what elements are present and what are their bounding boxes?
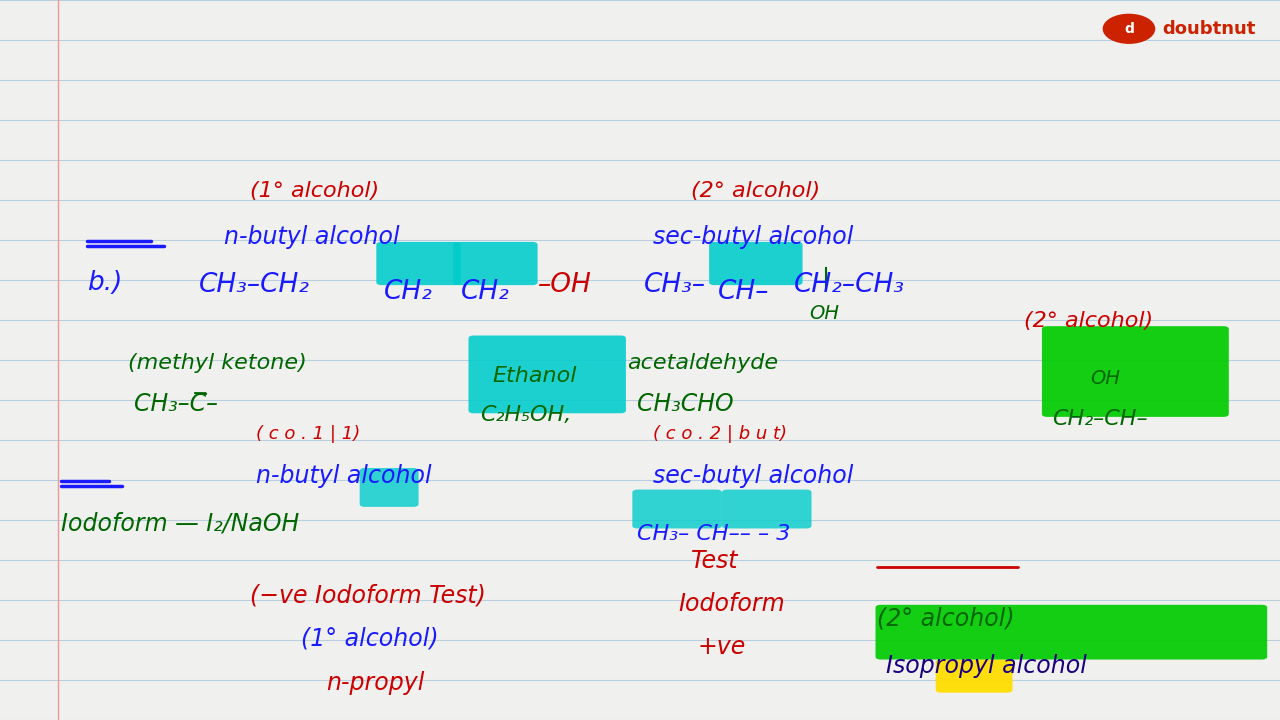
Text: CH–: CH–	[718, 279, 769, 305]
Text: CH₃–C̈̅–: CH₃–C̈̅–	[134, 392, 219, 416]
Text: Iodoform: Iodoform	[678, 592, 785, 616]
FancyBboxPatch shape	[709, 242, 803, 285]
Text: –OH: –OH	[538, 272, 591, 298]
FancyBboxPatch shape	[376, 242, 461, 285]
Text: CH₃–: CH₃–	[644, 272, 707, 298]
Text: Iodoform — I₂/NaOH: Iodoform — I₂/NaOH	[61, 511, 300, 535]
Text: ( c o . 1 | 1): ( c o . 1 | 1)	[256, 425, 360, 443]
Text: CH₂–CH–: CH₂–CH–	[1052, 409, 1148, 429]
Text: n-propyl: n-propyl	[326, 671, 425, 695]
Text: CH₃–CH₂: CH₃–CH₂	[198, 272, 310, 298]
Text: (2° alcohol): (2° alcohol)	[877, 606, 1015, 630]
Text: Ethanol: Ethanol	[493, 366, 577, 386]
Text: ( c o . 2 | b u t): ( c o . 2 | b u t)	[653, 425, 787, 443]
Text: OH: OH	[1091, 369, 1120, 387]
Text: (1° alcohol): (1° alcohol)	[301, 626, 439, 650]
Circle shape	[1103, 14, 1155, 43]
Text: CH₃CHO: CH₃CHO	[637, 392, 733, 416]
Text: b.): b.)	[87, 270, 123, 296]
FancyBboxPatch shape	[360, 468, 419, 507]
Text: Test: Test	[691, 549, 739, 572]
Text: C₂H₅OH,: C₂H₅OH,	[480, 405, 571, 425]
Text: CH₂–CH₃: CH₂–CH₃	[794, 272, 905, 298]
Text: n-butyl alcohol: n-butyl alcohol	[224, 225, 399, 248]
Text: CH₃– CH–– – 3: CH₃– CH–– – 3	[637, 524, 791, 544]
FancyBboxPatch shape	[722, 490, 812, 528]
FancyBboxPatch shape	[453, 242, 538, 285]
Text: CH₂: CH₂	[461, 279, 509, 305]
Text: d: d	[1124, 22, 1134, 36]
Text: CH₂: CH₂	[384, 279, 433, 305]
FancyBboxPatch shape	[936, 660, 1012, 693]
Text: (methyl ketone): (methyl ketone)	[128, 353, 307, 373]
Text: sec-butyl alcohol: sec-butyl alcohol	[653, 225, 854, 248]
Text: +ve: +ve	[698, 635, 746, 659]
Text: (2° alcohol): (2° alcohol)	[691, 181, 820, 202]
Text: OH: OH	[809, 304, 838, 323]
Text: (−ve Iodoform Test): (−ve Iodoform Test)	[250, 583, 485, 607]
Text: doubtnut: doubtnut	[1162, 20, 1256, 38]
FancyBboxPatch shape	[876, 605, 1267, 660]
Text: sec-butyl alcohol: sec-butyl alcohol	[653, 464, 854, 488]
Text: acetaldehyde: acetaldehyde	[627, 353, 778, 373]
FancyBboxPatch shape	[468, 336, 626, 413]
Text: Isopropyl alcohol: Isopropyl alcohol	[886, 654, 1087, 678]
Text: n-butyl alcohol: n-butyl alcohol	[256, 464, 431, 488]
FancyBboxPatch shape	[1042, 326, 1229, 417]
FancyBboxPatch shape	[632, 490, 722, 528]
Text: (1° alcohol): (1° alcohol)	[250, 181, 379, 202]
Text: (2° alcohol): (2° alcohol)	[1024, 311, 1153, 331]
